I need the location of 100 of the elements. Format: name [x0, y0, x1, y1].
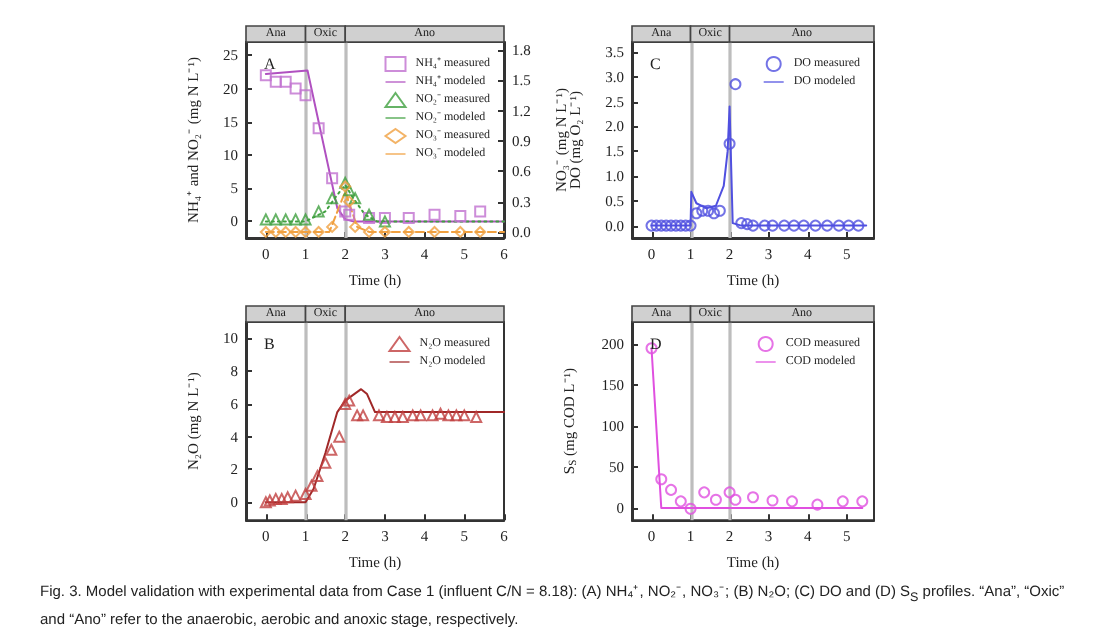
point — [312, 122, 325, 135]
point — [450, 409, 463, 422]
point — [289, 82, 302, 95]
point — [343, 208, 356, 221]
point — [758, 219, 771, 232]
point — [402, 212, 415, 225]
point — [269, 225, 282, 238]
point — [684, 219, 697, 232]
point — [690, 207, 703, 220]
point — [778, 219, 791, 232]
point — [263, 494, 276, 507]
point — [679, 219, 692, 232]
point — [299, 89, 312, 102]
point — [312, 205, 325, 218]
text: C — [650, 55, 661, 73]
point — [299, 225, 312, 238]
point — [660, 219, 673, 232]
point — [665, 483, 678, 496]
point — [735, 217, 748, 230]
point — [474, 225, 487, 238]
point — [766, 494, 779, 507]
point — [289, 225, 302, 238]
point — [723, 486, 736, 499]
point — [747, 491, 759, 504]
point — [406, 409, 419, 422]
point — [326, 192, 339, 205]
point — [723, 137, 736, 150]
point — [259, 213, 272, 226]
point — [426, 409, 439, 422]
point — [349, 192, 362, 205]
point — [655, 473, 668, 486]
text: B — [264, 335, 275, 353]
point — [842, 219, 855, 232]
point — [281, 491, 294, 504]
point — [414, 409, 427, 422]
point — [378, 225, 391, 238]
point — [674, 219, 687, 232]
point — [707, 207, 720, 220]
point — [339, 205, 352, 218]
point — [856, 495, 869, 508]
point — [357, 409, 370, 422]
point — [442, 409, 455, 422]
point — [319, 456, 332, 469]
point — [259, 225, 272, 238]
point — [333, 430, 346, 443]
point — [351, 409, 364, 422]
point — [836, 495, 849, 508]
point — [766, 219, 779, 232]
point — [821, 219, 834, 232]
point — [279, 213, 292, 226]
point — [275, 492, 288, 505]
point — [269, 75, 282, 88]
point — [326, 172, 339, 185]
point — [832, 219, 845, 232]
point — [684, 502, 697, 515]
point — [809, 219, 822, 232]
point — [339, 397, 352, 410]
point — [698, 486, 711, 499]
point — [299, 213, 312, 226]
point — [650, 219, 663, 232]
point — [311, 469, 324, 482]
point — [363, 212, 376, 225]
point — [729, 78, 742, 91]
point — [305, 479, 318, 492]
point — [702, 204, 715, 217]
point — [787, 219, 800, 232]
point — [474, 205, 487, 218]
point — [312, 225, 325, 238]
point — [458, 409, 471, 422]
point — [259, 69, 272, 82]
point — [363, 225, 376, 238]
point — [655, 219, 668, 232]
point — [326, 220, 339, 233]
point — [811, 498, 824, 511]
point — [402, 225, 415, 238]
point — [289, 213, 302, 226]
point — [289, 489, 302, 502]
point — [343, 184, 356, 197]
point — [709, 493, 722, 506]
point — [269, 492, 282, 505]
point — [434, 407, 447, 420]
point — [299, 487, 312, 500]
point — [269, 213, 282, 226]
point — [279, 75, 292, 88]
point — [279, 225, 292, 238]
point — [349, 220, 362, 233]
point — [454, 210, 467, 223]
point — [741, 218, 754, 231]
point — [674, 495, 687, 508]
point — [343, 394, 356, 407]
point — [729, 493, 742, 506]
point — [372, 409, 385, 422]
point — [747, 219, 759, 232]
point — [696, 204, 709, 217]
point — [343, 195, 356, 208]
point — [797, 219, 810, 232]
point — [713, 204, 726, 217]
point — [259, 496, 272, 509]
point — [428, 225, 441, 238]
point — [428, 208, 441, 221]
